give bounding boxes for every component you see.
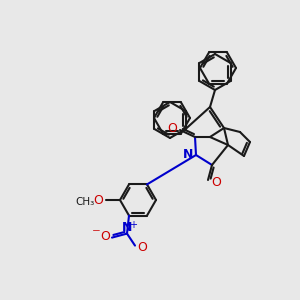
Text: O: O xyxy=(211,176,221,188)
Text: N: N xyxy=(122,221,132,234)
Text: N: N xyxy=(183,148,193,160)
Text: O: O xyxy=(100,230,110,243)
Text: O: O xyxy=(167,122,177,134)
Text: O: O xyxy=(137,241,147,254)
Text: O: O xyxy=(93,194,103,206)
Text: CH₃: CH₃ xyxy=(75,197,94,207)
Text: ⁻: ⁻ xyxy=(92,226,100,244)
Text: +: + xyxy=(129,220,137,230)
